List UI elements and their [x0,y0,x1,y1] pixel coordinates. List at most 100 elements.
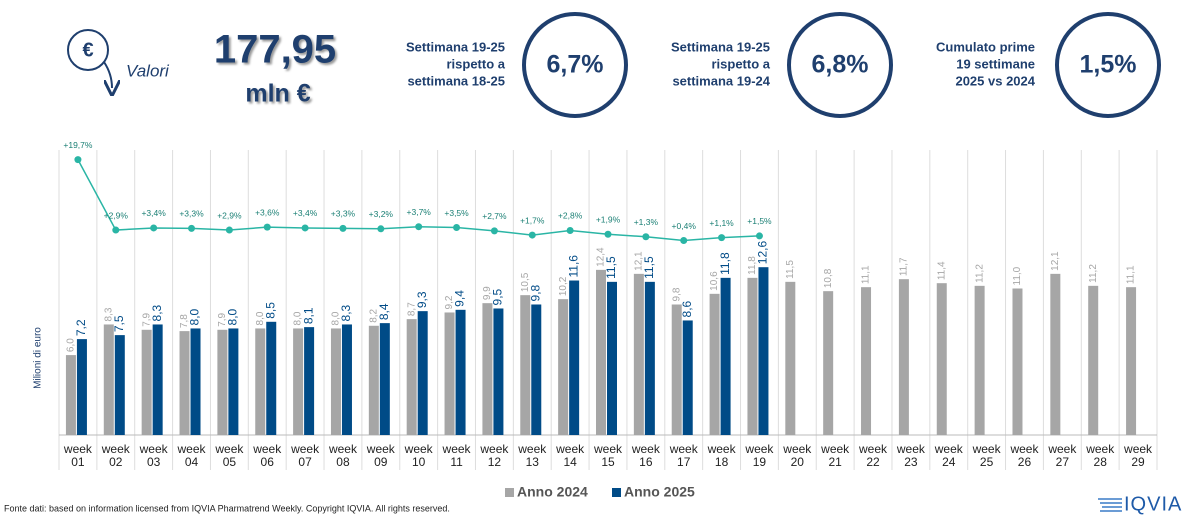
bar [293,328,304,435]
bar-label: 10,5 [520,272,531,292]
bar-label: 9,8 [671,287,682,301]
x-tick-label: week 27 [1048,442,1077,469]
bar-label: 8,0 [293,311,304,325]
growth-point [755,232,763,240]
bar [596,269,606,435]
x-tick-label: week 28 [1086,442,1115,469]
growth-label: +3,3% [331,209,356,219]
bar-label: 8,2 [368,308,379,322]
growth-label: +3,6% [255,207,280,217]
x-tick-label: week 19 [745,442,774,469]
bar [217,329,228,435]
bar-label: 12,1 [1050,251,1061,271]
x-tick-label: week 03 [139,442,168,469]
x-tick-label: week 20 [783,442,812,469]
growth-point [453,224,461,232]
x-tick-label: week 08 [328,442,357,469]
x-tick-label: week 17 [669,442,698,469]
bar-label: 12,1 [634,251,645,271]
bar-label: 8,3 [339,304,353,321]
growth-point [112,226,120,234]
kpi-circle [1055,12,1161,118]
bar [304,327,315,435]
kpi-text: settimana 18-25 [407,73,505,88]
growth-point [642,233,650,241]
x-tick-label: week 06 [253,442,282,469]
growth-label: +1,7% [520,215,545,225]
kpi-text: 19 settimane [956,56,1035,71]
bar-label: 8,0 [188,308,202,325]
bar-label: 10,6 [709,271,720,291]
bar-label: 11,6 [566,255,580,278]
bar [255,328,266,435]
bar [114,335,125,435]
kpi-value: 6,7% [547,51,604,79]
growth-label: +2,8% [558,211,583,221]
growth-label: +3,3% [179,209,204,219]
bar-label: 8,0 [226,308,240,325]
bar-label: 9,5 [491,288,505,305]
bar-label: 11,2 [974,264,985,283]
bar [1050,273,1061,435]
bar [179,331,190,435]
growth-label: +3,7% [407,207,432,217]
bar [330,328,341,435]
kpi-value: 6,8% [812,51,869,79]
growth-label: +3,5% [444,208,469,218]
bar-label: 11,1 [1126,265,1137,284]
kpi-circle [522,12,628,118]
bar [861,287,872,435]
growth-point [377,225,385,233]
bar-label: 11,5 [604,256,618,279]
x-tick-label: week 04 [177,442,206,469]
bar-label: 11,1 [861,265,872,284]
bar-label: 11,5 [642,256,656,279]
kpi-text: rispetto a [711,56,770,71]
x-tick-label: week 23 [896,442,925,469]
bar [493,308,504,435]
bar [682,320,693,435]
source: Fonte dati: based on information license… [4,503,450,513]
x-tick-label: week 21 [821,442,850,469]
bar-label: 9,8 [528,284,542,301]
bar-label: 7,9 [217,312,228,326]
growth-point [150,224,158,232]
bar-label: 11,4 [936,261,947,280]
logo-stripes [1098,498,1122,512]
bar [228,328,239,435]
growth-label: +3,2% [369,209,394,219]
growth-point [339,224,347,232]
bar-label: 11,8 [718,252,732,275]
bar-label: 8,4 [377,303,391,320]
growth-point [301,224,309,232]
label: Valori [126,61,170,80]
bar [823,291,834,435]
logo: IQVIA [1124,493,1182,515]
x-tick-label: week 18 [707,442,736,469]
bar-label: 11,7 [899,257,910,276]
bar [76,339,87,435]
bar-label: 8,3 [150,304,164,321]
bar [747,277,758,435]
bar [141,329,152,435]
bar-label: 12,4 [596,247,607,267]
bar [633,273,644,435]
bar-label: 9,2 [444,295,455,309]
bar [152,324,163,435]
bar [974,285,985,435]
x-tick-label: week 16 [631,442,660,469]
x-tick-label: week 14 [556,442,585,469]
bar [644,281,655,435]
icon-circle [67,29,109,71]
x-tick-label: week 09 [366,442,395,469]
bar [898,279,909,435]
kpi-value: 1,5% [1080,51,1137,79]
legend-swatch [505,488,514,497]
bar-label: 12,6 [756,241,770,265]
bar-label: 7,2 [74,319,88,336]
bar-label: 9,9 [482,286,493,300]
bar [103,324,114,435]
bar [368,325,379,435]
bar [758,267,769,435]
